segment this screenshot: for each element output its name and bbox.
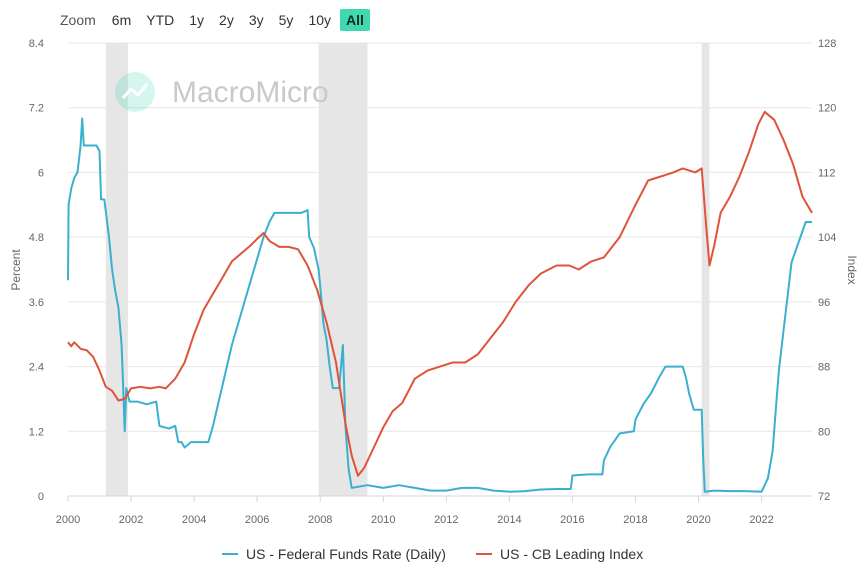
right-tick-label: 72	[818, 491, 830, 503]
zoom-button-3y[interactable]: 3y	[248, 12, 264, 28]
left-tick-label: 2.4	[29, 362, 44, 374]
x-tick-label: 2004	[182, 514, 206, 526]
right-tick-label: 88	[818, 362, 830, 374]
x-tick-label: 2002	[119, 514, 143, 526]
x-tick-label: 2008	[308, 514, 332, 526]
legend-item-fed-funds[interactable]: US - Federal Funds Rate (Daily)	[222, 546, 446, 562]
x-tick-label: 2000	[56, 514, 80, 526]
x-tick-label: 2016	[560, 514, 584, 526]
right-tick-label: 120	[818, 103, 836, 115]
grid-lines	[68, 42, 812, 497]
right-tick-label: 96	[818, 297, 830, 309]
left-tick-label: 1.2	[29, 426, 44, 438]
right-axis-label: Index	[845, 255, 859, 284]
zoom-button-5y[interactable]: 5y	[278, 12, 294, 28]
x-tick-label: 2022	[749, 514, 773, 526]
legend-label-fed-funds: US - Federal Funds Rate (Daily)	[246, 546, 446, 562]
x-tick-label: 2010	[371, 514, 395, 526]
right-tick-label: 104	[818, 232, 836, 244]
right-tick-label: 112	[818, 167, 836, 179]
left-tick-label: 6	[38, 167, 44, 179]
x-tick-label: 2018	[623, 514, 647, 526]
watermark-text: MacroMicro	[172, 76, 329, 109]
left-tick-label: 0	[38, 491, 44, 503]
x-tick-label: 2006	[245, 514, 269, 526]
x-axis-ticks: 2000 2002 2004 2006 2008 2010 2012 2014 2016 2018…	[56, 496, 774, 526]
x-tick-label: 2014	[497, 514, 521, 526]
series-lines	[67, 110, 813, 493]
left-axis-label: Percent	[9, 249, 23, 291]
x-tick-label: 2012	[434, 514, 458, 526]
zoom-button-6m[interactable]: 6m	[111, 12, 132, 28]
zoom-toolbar: Zoom 6m YTD 1y 2y 3y 5y 10y All	[60, 8, 373, 32]
left-tick-label: 3.6	[29, 297, 44, 309]
legend-label-cb-leading-index: US - CB Leading Index	[500, 546, 643, 562]
x-tick-label: 2020	[686, 514, 710, 526]
legend: US - Federal Funds Rate (Daily) US - CB …	[222, 546, 643, 562]
left-axis-ticks: 0 1.2 2.4 3.6 4.8 6 7.2 8.4	[29, 38, 44, 503]
zoom-label: Zoom	[60, 12, 96, 28]
watermark: MacroMicro	[115, 72, 329, 112]
left-tick-label: 7.2	[29, 103, 44, 115]
series-line-cb-leading-index	[67, 110, 813, 477]
left-tick-label: 4.8	[29, 232, 44, 244]
watermark-trend-icon	[121, 83, 149, 99]
right-axis-ticks: 72 80 88 96 104 112 120 128	[818, 38, 836, 503]
zoom-button-2y[interactable]: 2y	[219, 12, 234, 28]
left-tick-label: 8.4	[29, 38, 44, 50]
right-tick-label: 128	[818, 38, 836, 50]
legend-item-cb-leading-index[interactable]: US - CB Leading Index	[476, 546, 643, 562]
zoom-button-all[interactable]: All	[340, 9, 370, 31]
zoom-button-ytd[interactable]: YTD	[146, 12, 175, 28]
zoom-button-10y[interactable]: 10y	[308, 12, 332, 28]
right-tick-label: 80	[818, 426, 830, 438]
zoom-button-1y[interactable]: 1y	[189, 12, 205, 28]
series-line-fed-funds	[67, 117, 812, 493]
recession-band	[318, 43, 368, 496]
recession-band	[701, 43, 710, 496]
recession-bands	[105, 43, 710, 496]
